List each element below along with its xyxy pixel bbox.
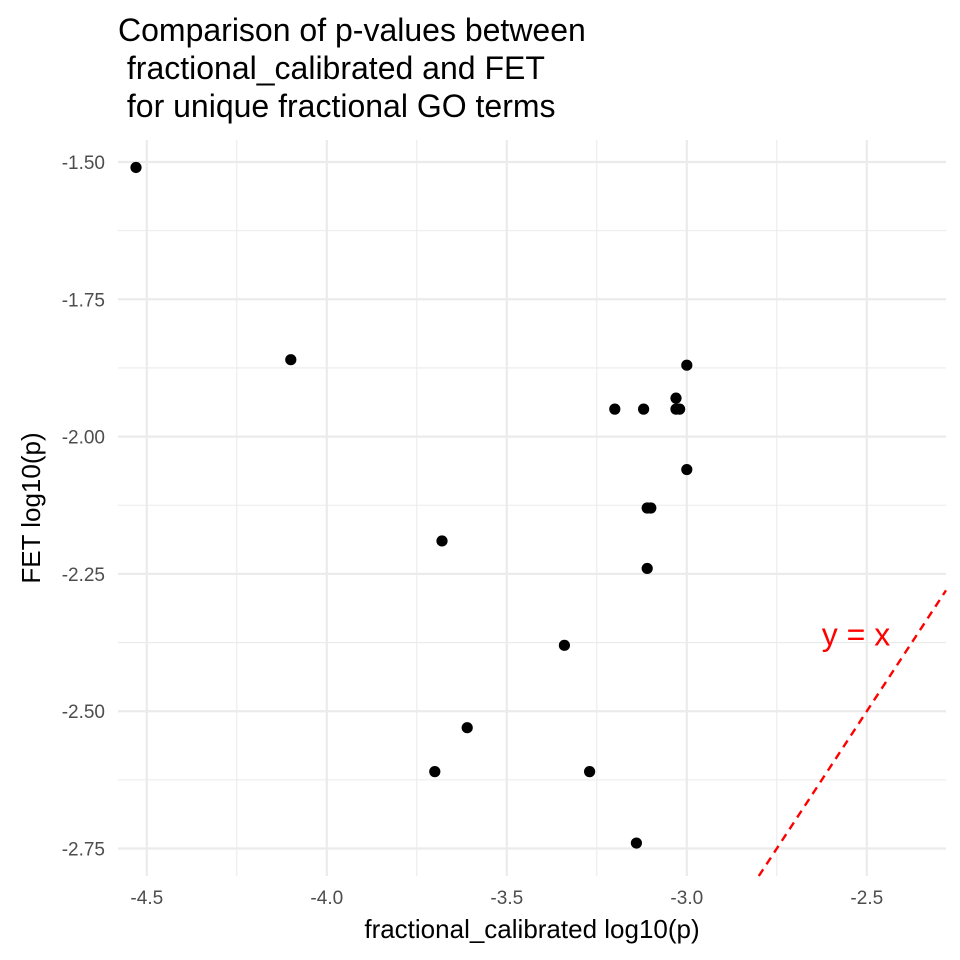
x-axis-ticks: -4.5 -4.0 -3.5 -3.0 -2.5 xyxy=(130,888,883,909)
y-axis-ticks: -1.50 -1.75 -2.00 -2.25 -2.50 -2.75 xyxy=(62,153,105,861)
chart-title-line: Comparison of p-values between xyxy=(118,12,586,48)
x-tick-label: -2.5 xyxy=(850,888,883,909)
y-axis-title: FET log10(p) xyxy=(16,432,46,583)
data-point xyxy=(558,639,571,651)
x-tick-label: -4.5 xyxy=(130,888,163,909)
data-point xyxy=(429,766,441,778)
chart-title: Comparison of p-values between fractiona… xyxy=(118,12,586,124)
data-point xyxy=(674,403,686,415)
data-point xyxy=(641,562,653,575)
data-point xyxy=(681,359,693,371)
data-point xyxy=(130,161,142,174)
data-point xyxy=(630,837,643,849)
data-point xyxy=(436,535,448,547)
data-point xyxy=(584,766,596,778)
data-point xyxy=(645,502,657,514)
x-tick-label: -3.5 xyxy=(490,888,523,909)
chart-title-line: for unique fractional GO terms xyxy=(118,88,556,124)
data-point xyxy=(461,722,473,734)
reference-line-y-equals-x xyxy=(757,589,948,877)
data-point xyxy=(609,403,621,415)
y-tick-label: -1.75 xyxy=(62,290,105,311)
annotations: y = x xyxy=(822,616,890,652)
y-tick-label: -1.50 xyxy=(62,153,105,174)
plot-grid xyxy=(118,140,946,876)
x-tick-label: -3.0 xyxy=(670,888,703,909)
annotation-label: y = x xyxy=(822,616,890,652)
y-tick-label: -2.75 xyxy=(62,840,105,861)
x-axis-title: fractional_calibrated log10(p) xyxy=(364,914,699,944)
data-points xyxy=(130,161,693,849)
data-point xyxy=(681,463,693,476)
y-tick-label: -2.00 xyxy=(62,428,105,449)
data-point xyxy=(285,354,297,366)
data-point xyxy=(638,403,650,415)
reference-line-group xyxy=(757,589,948,877)
data-point xyxy=(670,392,682,404)
y-tick-label: -2.50 xyxy=(62,702,105,723)
chart-title-line: fractional_calibrated and FET xyxy=(118,50,545,86)
x-tick-label: -4.0 xyxy=(310,888,343,909)
y-tick-label: -2.25 xyxy=(62,565,105,586)
